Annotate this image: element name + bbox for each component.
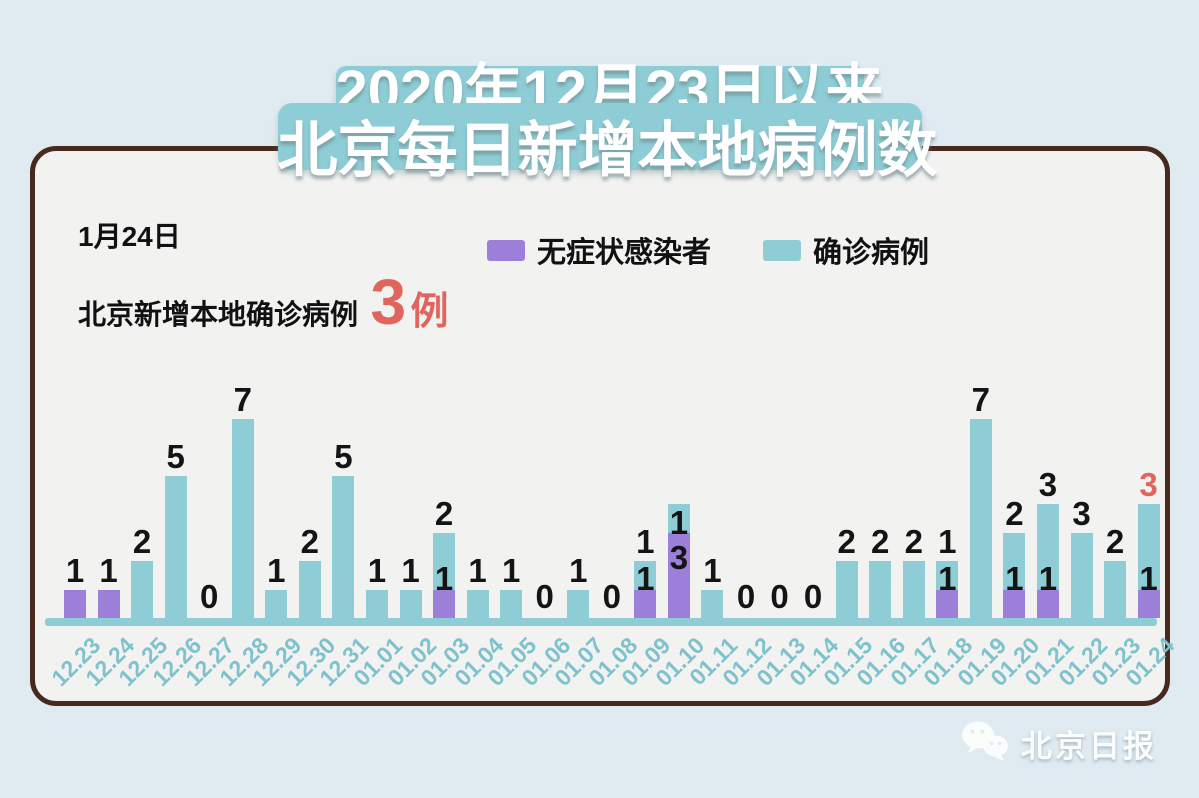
bar-value-label-01.16: 2 bbox=[871, 523, 890, 561]
bar-confirmed-01.23 bbox=[1104, 561, 1127, 618]
bar-value-label-01.07: 1 bbox=[569, 551, 588, 589]
asymptomatic-swatch-icon bbox=[487, 239, 525, 261]
bar-value-label-01.01: 1 bbox=[367, 551, 387, 589]
bar-value-label-01.02: 1 bbox=[401, 551, 420, 589]
subtitle-date: 1月24日 bbox=[78, 221, 181, 252]
bar-confirmed-12.29 bbox=[265, 589, 288, 618]
bar-value-label-01.11: 1 bbox=[703, 551, 722, 589]
bar-confirmed-12.31 bbox=[332, 476, 355, 618]
bar-asym-label-01.10: 3 bbox=[669, 538, 689, 576]
bar-value-label-01.12: 0 bbox=[736, 578, 756, 615]
subtitle-block: 1月24日 北京新增本地确诊病例 3 例 bbox=[78, 215, 449, 339]
bar-value-label-01.23: 2 bbox=[1105, 523, 1125, 561]
bar-confirmed-01.22 bbox=[1070, 532, 1093, 618]
bar-confirmed-01.21 bbox=[1036, 504, 1059, 590]
bar-confirmed-01.04 bbox=[466, 589, 489, 618]
bar-asymptomatic-01.10 bbox=[667, 532, 690, 618]
bar-value-label-01.10: 1 bbox=[669, 504, 689, 542]
bar-value-label-01.06: 0 bbox=[535, 578, 554, 615]
bar-value-label-01.17: 2 bbox=[904, 523, 923, 561]
bar-confirmed-01.11 bbox=[701, 589, 724, 618]
bar-confirmed-01.01 bbox=[365, 589, 388, 618]
bar-confirmed-12.26 bbox=[164, 476, 187, 618]
bar-confirmed-01.15 bbox=[835, 561, 858, 618]
bar-value-label-01.24: 3 bbox=[1139, 466, 1158, 504]
legend-item-asymptomatic: 无症状感染者 bbox=[487, 229, 711, 271]
bar-value-label-01.04: 1 bbox=[468, 551, 487, 589]
bar-confirmed-12.28 bbox=[231, 419, 254, 618]
bar-confirmed-01.20 bbox=[1003, 532, 1026, 590]
bar-value-label-01.19: 7 bbox=[971, 381, 991, 419]
bar-value-label-12.29: 1 bbox=[267, 551, 286, 589]
subtitle-count-unit: 例 bbox=[410, 291, 449, 333]
bar-confirmed-01.18 bbox=[936, 561, 959, 590]
legend-label-confirmed: 确诊病例 bbox=[813, 237, 930, 269]
bar-value-label-01.13: 0 bbox=[770, 578, 789, 615]
legend-item-confirmed: 确诊病例 bbox=[763, 229, 929, 271]
bar-asymptomatic-12.23 bbox=[64, 589, 86, 618]
bar-value-label-01.09: 1 bbox=[636, 523, 655, 561]
confirmed-swatch-icon bbox=[763, 239, 802, 261]
bar-value-label-12.27: 0 bbox=[200, 578, 219, 615]
bar-confirmed-01.19 bbox=[969, 419, 992, 618]
subtitle-line2: 北京新增本地确诊病例 3 例 bbox=[78, 265, 449, 339]
bar-value-label-12.24: 1 bbox=[99, 551, 118, 589]
bar-value-label-01.15: 2 bbox=[837, 523, 856, 561]
bar-asymptomatic-01.20 bbox=[1003, 589, 1026, 618]
x-axis-baseline bbox=[45, 618, 1157, 626]
bar-asym-label-01.21: 1 bbox=[1038, 559, 1058, 597]
bar-confirmed-01.16 bbox=[869, 561, 892, 618]
bar-value-label-12.25: 2 bbox=[132, 523, 152, 561]
bar-value-label-01.22: 3 bbox=[1072, 494, 1091, 532]
bar-confirmed-01.05 bbox=[500, 589, 523, 618]
bar-value-label-12.23: 1 bbox=[65, 551, 85, 589]
bar-asym-label-01.09: 1 bbox=[636, 559, 655, 597]
bar-confirmed-01.24 bbox=[1137, 504, 1160, 590]
bar-confirmed-01.07 bbox=[567, 589, 590, 618]
footer-source-text: 北京日报 bbox=[1021, 729, 1157, 764]
bar-value-label-01.14: 0 bbox=[803, 578, 823, 615]
legend-label-asymptomatic: 无症状感染者 bbox=[537, 237, 712, 269]
bar-value-label-12.26: 5 bbox=[166, 438, 185, 475]
bar-asymptomatic-01.21 bbox=[1036, 589, 1059, 618]
subtitle-count: 3 bbox=[370, 266, 407, 338]
chart-card: 1月24日 北京新增本地确诊病例 3 例 无症状感染者 确诊病例 1 12.23 1… bbox=[30, 146, 1179, 706]
bar-value-label-01.03: 2 bbox=[434, 494, 454, 532]
bar-asym-label-01.24: 1 bbox=[1139, 559, 1158, 597]
bar-confirmed-12.25 bbox=[131, 561, 154, 618]
bar-value-label-01.21: 3 bbox=[1038, 466, 1058, 504]
wechat-icon bbox=[961, 720, 1011, 767]
bar-confirmed-01.10 bbox=[667, 504, 690, 533]
bar-asymptomatic-01.18 bbox=[936, 589, 959, 618]
bar-asymptomatic-01.09 bbox=[634, 589, 657, 618]
bar-asym-label-01.20: 1 bbox=[1005, 559, 1024, 597]
subtitle-text: 北京新增本地确诊病例 bbox=[78, 299, 359, 330]
bar-asymptomatic-12.24 bbox=[97, 589, 120, 618]
bar-asymptomatic-01.24 bbox=[1137, 589, 1160, 618]
bar-asym-label-01.03: 1 bbox=[434, 559, 454, 597]
title-line2: 北京每日新增本地病例数 bbox=[277, 117, 938, 184]
bar-value-label-01.08: 0 bbox=[602, 578, 621, 615]
bar-value-label-01.05: 1 bbox=[501, 551, 521, 589]
bar-confirmed-01.03 bbox=[433, 532, 456, 590]
bar-confirmed-12.30 bbox=[298, 561, 321, 618]
bar-value-label-12.31: 5 bbox=[334, 438, 353, 475]
bar-asymptomatic-01.03 bbox=[433, 589, 456, 618]
bar-confirmed-01.02 bbox=[399, 589, 422, 618]
bar-value-label-01.18: 1 bbox=[938, 523, 957, 561]
bar-value-label-12.30: 2 bbox=[300, 523, 320, 561]
footer-logo: 北京日报 bbox=[961, 720, 1157, 767]
bar-value-label-12.28: 7 bbox=[233, 381, 252, 419]
bar-asym-label-01.18: 1 bbox=[938, 559, 957, 597]
chart-legend: 无症状感染者 确诊病例 bbox=[487, 229, 929, 271]
title-band-line2: 北京每日新增本地病例数 bbox=[277, 103, 938, 184]
bar-value-label-01.20: 2 bbox=[1005, 494, 1024, 532]
bar-confirmed-01.17 bbox=[902, 561, 925, 618]
bar-confirmed-01.09 bbox=[634, 561, 657, 590]
